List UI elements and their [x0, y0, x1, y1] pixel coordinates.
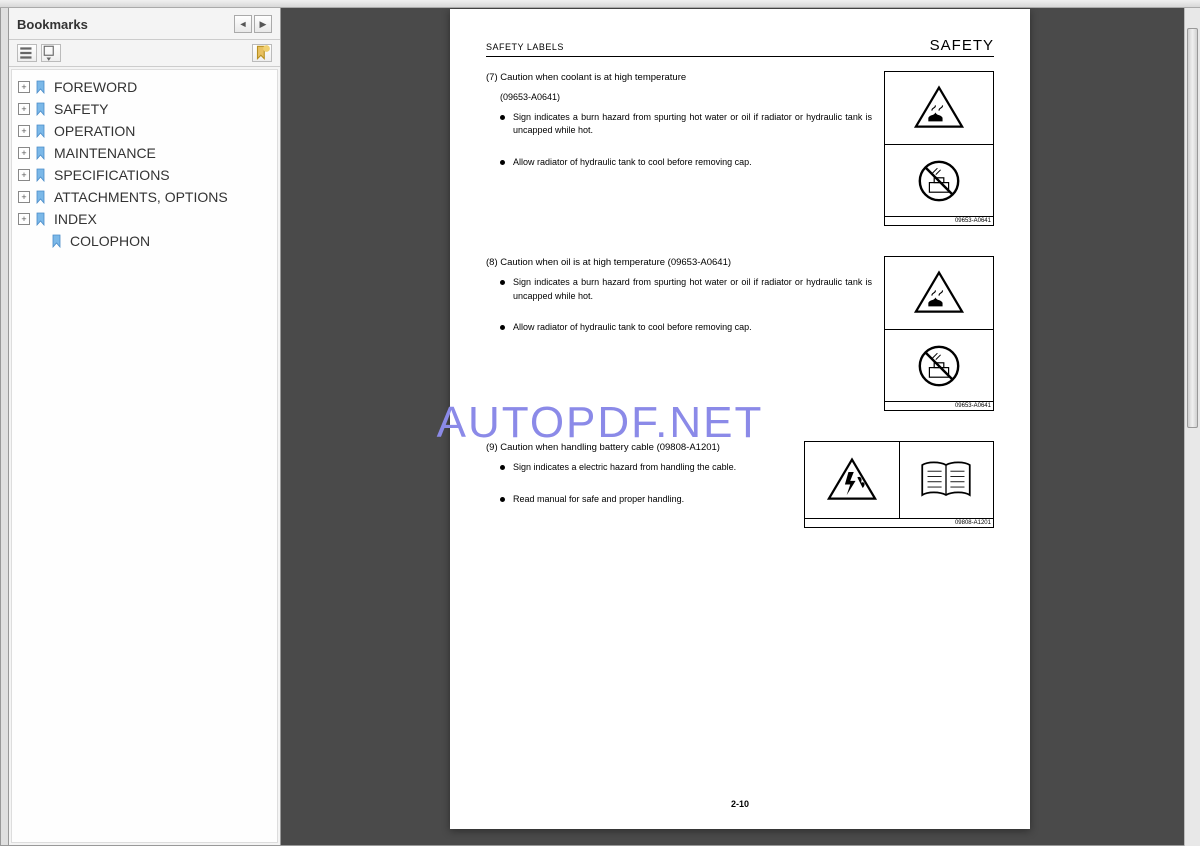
expand-icon[interactable]: +: [18, 125, 30, 137]
section-title: (9) Caution when handling battery cable …: [486, 441, 792, 455]
bullet-dot-icon: [500, 160, 505, 165]
bookmark-icon: [34, 146, 48, 160]
sidebar-title: Bookmarks: [17, 17, 88, 32]
manual-icon: [899, 442, 994, 518]
expand-icon[interactable]: +: [18, 81, 30, 93]
bookmark-icon: [34, 212, 48, 226]
document-viewport[interactable]: SAFETY LABELS SAFETY (7) Caution when co…: [281, 1, 1199, 845]
section-part-code: (09653-A0641): [500, 91, 872, 105]
expand-spacer: [34, 235, 46, 247]
expand-dropdown-icon[interactable]: [41, 44, 61, 62]
bookmark-label: INDEX: [54, 211, 97, 227]
expand-icon[interactable]: +: [18, 103, 30, 115]
label-part-number: 09653-A0641: [885, 216, 993, 225]
bullet-item: Allow radiator of hydraulic tank to cool…: [500, 156, 872, 170]
section-title: (7) Caution when coolant is at high temp…: [486, 71, 872, 85]
bookmark-label: OPERATION: [54, 123, 135, 139]
toolbar-left-group: [17, 44, 61, 62]
bookmark-item[interactable]: + OPERATION: [16, 120, 273, 142]
bullet-dot-icon: [500, 325, 505, 330]
page-header: SAFETY LABELS SAFETY: [486, 37, 994, 57]
label-part-number: 09653-A0641: [885, 401, 993, 410]
new-bookmark-icon[interactable]: [252, 44, 272, 62]
nav-next-button[interactable]: ▶: [254, 15, 272, 33]
sidebar-header: Bookmarks ◄ ▶: [9, 9, 280, 40]
no-uncap-icon: [885, 329, 993, 401]
sidebar-tab-strip[interactable]: [1, 1, 9, 845]
label-frame: 09653-A0641: [884, 71, 994, 226]
nav-prev-button[interactable]: ◄: [234, 15, 252, 33]
bullet-item: Allow radiator of hydraulic tank to cool…: [500, 321, 872, 335]
bullet-item: Sign indicates a burn hazard from spurti…: [500, 111, 872, 138]
no-uncap-icon: [885, 144, 993, 216]
header-section-label: SAFETY LABELS: [486, 42, 564, 52]
bullet-text: Sign indicates a electric hazard from ha…: [513, 461, 792, 475]
bookmark-item[interactable]: + MAINTENANCE: [16, 142, 273, 164]
bookmark-item[interactable]: + ATTACHMENTS, OPTIONS: [16, 186, 273, 208]
expand-icon[interactable]: +: [18, 213, 30, 225]
bookmark-item[interactable]: COLOPHON: [16, 230, 273, 252]
safety-label-graphic: 09808-A1201: [804, 441, 994, 528]
section-text-block: (7) Caution when coolant is at high temp…: [486, 71, 872, 226]
bookmark-icon: [50, 234, 64, 248]
pdf-page: SAFETY LABELS SAFETY (7) Caution when co…: [450, 9, 1030, 829]
safety-section: (7) Caution when coolant is at high temp…: [486, 71, 994, 226]
bookmark-label: SPECIFICATIONS: [54, 167, 170, 183]
bookmark-icon: [34, 80, 48, 94]
burn-hazard-icon: [885, 72, 993, 144]
bullet-text: Sign indicates a burn hazard from spurti…: [513, 111, 872, 138]
safety-section: (8) Caution when oil is at high temperat…: [486, 256, 994, 411]
bookmark-item[interactable]: + INDEX: [16, 208, 273, 230]
bookmark-label: MAINTENANCE: [54, 145, 156, 161]
safety-label-graphic: 09653-A0641: [884, 256, 994, 411]
sidebar-nav-buttons: ◄ ▶: [234, 15, 272, 33]
app-container: Bookmarks ◄ ▶ + FOREWORD + SAFETY + OPERATION…: [0, 0, 1200, 846]
bookmark-item[interactable]: + SAFETY: [16, 98, 273, 120]
bookmark-icon: [34, 168, 48, 182]
bullet-dot-icon: [500, 280, 505, 285]
vertical-scrollbar[interactable]: [1184, 8, 1200, 846]
bookmark-label: COLOPHON: [70, 233, 150, 249]
bullet-item: Sign indicates a burn hazard from spurti…: [500, 276, 872, 303]
scrollbar-thumb[interactable]: [1187, 28, 1198, 428]
app-toolbar: [0, 0, 1200, 8]
bookmark-icon: [34, 124, 48, 138]
bookmark-tree: + FOREWORD + SAFETY + OPERATION + MAINTENANCE + S…: [11, 69, 278, 843]
bookmark-label: ATTACHMENTS, OPTIONS: [54, 189, 228, 205]
bullet-item: Read manual for safe and proper handling…: [500, 493, 792, 507]
burn-hazard-icon: [885, 257, 993, 329]
bullet-text: Sign indicates a burn hazard from spurti…: [513, 276, 872, 303]
section-text-block: (8) Caution when oil is at high temperat…: [486, 256, 872, 411]
bullet-text: Allow radiator of hydraulic tank to cool…: [513, 156, 872, 170]
section-text-block: (9) Caution when handling battery cable …: [486, 441, 792, 528]
sections-container: (7) Caution when coolant is at high temp…: [486, 71, 994, 528]
label-frame: [804, 441, 994, 519]
bookmark-icon: [34, 102, 48, 116]
bullet-dot-icon: [500, 497, 505, 502]
bullet-text: Allow radiator of hydraulic tank to cool…: [513, 321, 872, 335]
label-frame: 09653-A0641: [884, 256, 994, 411]
expand-icon[interactable]: +: [18, 147, 30, 159]
safety-label-graphic: 09653-A0641: [884, 71, 994, 226]
label-part-number: 09808-A1201: [805, 519, 993, 527]
expand-icon[interactable]: +: [18, 169, 30, 181]
safety-section: (9) Caution when handling battery cable …: [486, 441, 994, 528]
options-icon[interactable]: [17, 44, 37, 62]
bullet-dot-icon: [500, 465, 505, 470]
page-number: 2-10: [731, 799, 749, 809]
bookmark-item[interactable]: + SPECIFICATIONS: [16, 164, 273, 186]
section-title: (8) Caution when oil is at high temperat…: [486, 256, 872, 270]
bookmark-item[interactable]: + FOREWORD: [16, 76, 273, 98]
bullet-item: Sign indicates a electric hazard from ha…: [500, 461, 792, 475]
header-chapter-label: SAFETY: [930, 37, 994, 54]
bullet-dot-icon: [500, 115, 505, 120]
bullet-text: Read manual for safe and proper handling…: [513, 493, 792, 507]
bookmark-label: SAFETY: [54, 101, 108, 117]
bookmarks-sidebar: Bookmarks ◄ ▶ + FOREWORD + SAFETY + OPERATION…: [9, 1, 281, 845]
bookmark-icon: [34, 190, 48, 204]
electric-hazard-icon: [805, 442, 899, 518]
bookmark-label: FOREWORD: [54, 79, 137, 95]
sidebar-toolbar: [9, 40, 280, 67]
expand-icon[interactable]: +: [18, 191, 30, 203]
